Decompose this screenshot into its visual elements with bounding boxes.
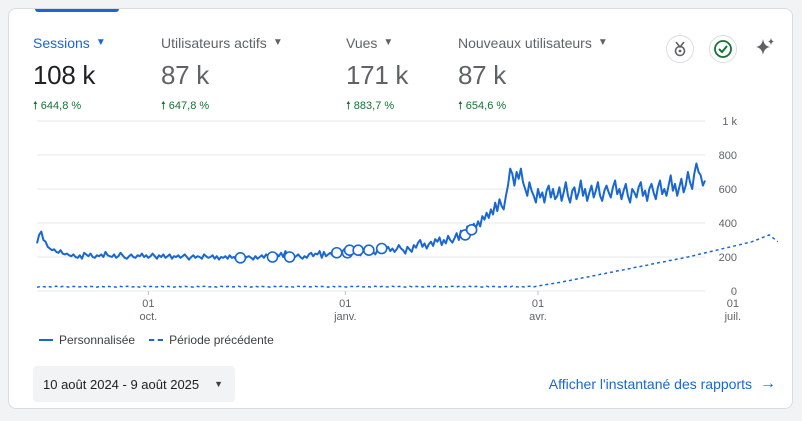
caret-down-icon: ▼ (214, 379, 223, 389)
legend-item-previous: Période précédente (149, 333, 274, 347)
reports-snapshot-card: Sessions ▼ 108 k 🠕 644,8 % Utilisateurs a… (8, 8, 793, 409)
y-tick-label: 0 (731, 286, 737, 298)
x-tick-month: janv. (333, 311, 356, 323)
caret-down-icon: ▼ (383, 37, 394, 48)
chart-legend: Personnalisée Période précédente (39, 333, 274, 347)
caret-down-icon: ▼ (272, 37, 283, 48)
annotation-marker (352, 244, 364, 256)
metric-views[interactable]: Vues ▼ 171 k 🠕 883,7 % (346, 35, 408, 116)
x-tick-month: oct. (139, 311, 157, 323)
annotation-marker (330, 246, 343, 259)
view-reports-snapshot-link[interactable]: Afficher l'instantané des rapports → (549, 375, 776, 393)
solid-line-swatch (39, 339, 53, 341)
metric-change: 883,7 % (353, 100, 395, 112)
legend-item-current: Personnalisée (39, 333, 135, 347)
y-tick-label: 400 (719, 218, 737, 230)
annotation-marker (234, 252, 247, 264)
arrow-up-icon: 🠕 (346, 100, 351, 112)
series-line-previous (36, 234, 779, 289)
legend-label: Période précédente (169, 333, 274, 347)
x-tick-day: 01 (142, 298, 154, 310)
arrow-up-icon: 🠕 (33, 100, 38, 112)
metric-value: 87 k (161, 60, 209, 90)
metric-sessions[interactable]: Sessions ▼ 108 k 🠕 644,8 % (33, 35, 106, 116)
insights-icon[interactable] (666, 35, 694, 63)
metric-active-users[interactable]: Utilisateurs actifs ▼ 87 k 🠕 647,8 % (161, 35, 283, 116)
metric-change: 644,8 % (40, 100, 82, 112)
active-tab-indicator (35, 9, 119, 12)
sparkle-icon[interactable] (751, 34, 779, 62)
metric-value: 108 k (33, 60, 96, 90)
y-tick-label: 800 (719, 150, 737, 162)
date-range-selector[interactable]: 10 août 2024 - 9 août 2025 ▼ (33, 366, 235, 402)
arrow-right-icon: → (760, 375, 776, 392)
x-tick-day: 01 (532, 298, 544, 310)
arrow-up-icon: 🠕 (458, 100, 463, 112)
y-tick-label: 600 (719, 184, 737, 196)
x-tick-day: 01 (339, 298, 351, 310)
annotation-marker (465, 224, 478, 236)
x-tick-day: 01 (727, 298, 739, 310)
metric-value: 87 k (458, 60, 506, 90)
caret-down-icon: ▼ (95, 37, 106, 48)
annotation-marker (363, 244, 375, 256)
metric-label: Utilisateurs actifs (161, 35, 267, 51)
metric-label: Vues (346, 35, 378, 51)
annotation-marker (266, 251, 279, 263)
dashed-line-swatch (149, 339, 164, 341)
y-tick-label: 200 (719, 252, 737, 264)
snapshot-link-label: Afficher l'instantané des rapports (548, 376, 752, 392)
date-range-label: 10 août 2024 - 9 août 2025 (43, 376, 200, 392)
metric-new-users[interactable]: Nouveaux utilisateurs ▼ 87 k 🠕 654,6 % (458, 35, 608, 116)
metric-label: Sessions (33, 35, 90, 51)
metric-label: Nouveaux utilisateurs (458, 35, 592, 51)
annotation-marker (283, 251, 296, 263)
metric-value: 171 k (346, 60, 409, 90)
check-circle-icon[interactable] (709, 35, 737, 63)
legend-label: Personnalisée (59, 333, 136, 347)
metric-change: 654,6 % (465, 100, 507, 112)
annotation-marker (375, 242, 388, 255)
metric-change: 647,8 % (168, 100, 210, 112)
x-tick-month: avr. (529, 311, 547, 323)
caret-down-icon: ▼ (597, 37, 608, 48)
arrow-up-icon: 🠕 (161, 100, 166, 112)
x-tick-month: juil. (724, 311, 742, 323)
y-tick-label: 1 k (722, 116, 737, 128)
